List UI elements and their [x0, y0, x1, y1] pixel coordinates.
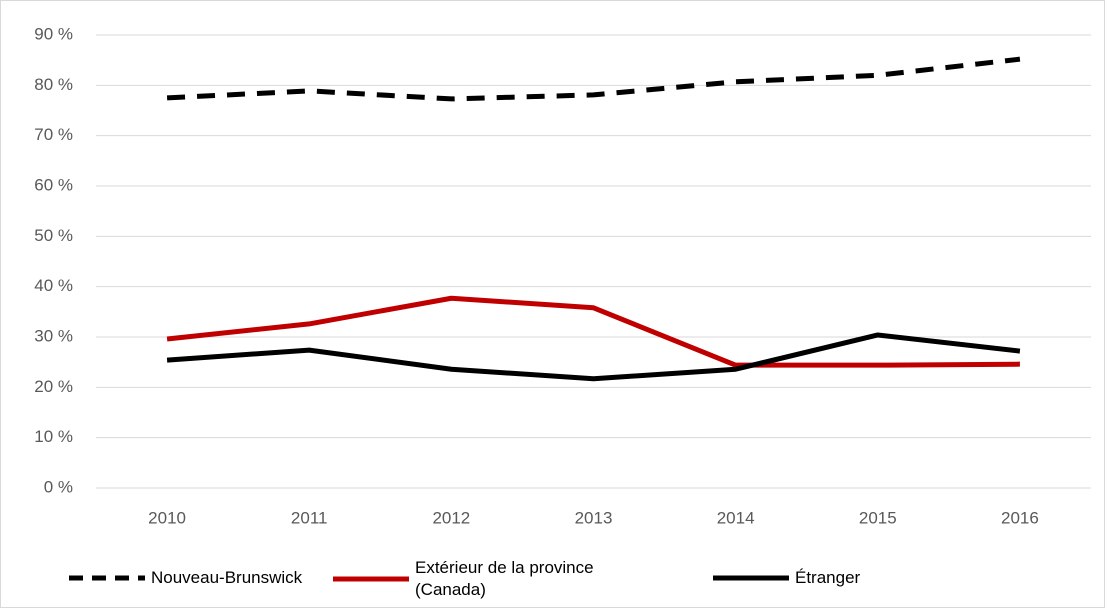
legend-label: Étranger [795, 568, 861, 587]
x-tick-label: 2015 [859, 508, 897, 527]
y-tick-label: 0 % [44, 477, 73, 496]
legend-swatch [333, 576, 409, 582]
legend-item: Étranger [711, 567, 860, 589]
y-tick-label: 20 % [34, 377, 73, 396]
legend-swatch [69, 575, 145, 581]
legend-item: Extérieur de la province (Canada) [331, 557, 655, 601]
y-tick-label: 60 % [34, 175, 73, 194]
legend: Nouveau-Brunswick Extérieur de la provinc… [1, 557, 1104, 607]
legend-swatch [713, 575, 789, 581]
y-tick-label: 70 % [34, 125, 73, 144]
y-tick-label: 10 % [34, 427, 73, 446]
y-tick-label: 80 % [34, 75, 73, 94]
series-line [166, 332, 1021, 382]
y-tick-label: 50 % [34, 226, 73, 245]
legend-label: Extérieur de la province (Canada) [415, 558, 594, 599]
series-line [166, 295, 1020, 368]
y-tick-label: 90 % [34, 24, 73, 43]
legend-label: Nouveau-Brunswick [151, 568, 303, 587]
x-tick-label: 2014 [717, 508, 755, 527]
x-tick-label: 2013 [575, 508, 613, 527]
y-tick-label: 40 % [34, 276, 73, 295]
x-tick-label: 2016 [1001, 508, 1039, 527]
x-tick-label: 2012 [432, 508, 470, 527]
plot: 0 % 10 % 20 % 30 % 40 % 50 % 60 % 70 % 80 % 90 % 2… [34, 24, 1091, 527]
series-line [166, 56, 1021, 102]
y-tick-label: 30 % [34, 326, 73, 345]
x-tick-label: 2010 [148, 508, 186, 527]
legend-item: Nouveau-Brunswick [67, 567, 302, 589]
x-tick-label: 2011 [291, 508, 328, 527]
